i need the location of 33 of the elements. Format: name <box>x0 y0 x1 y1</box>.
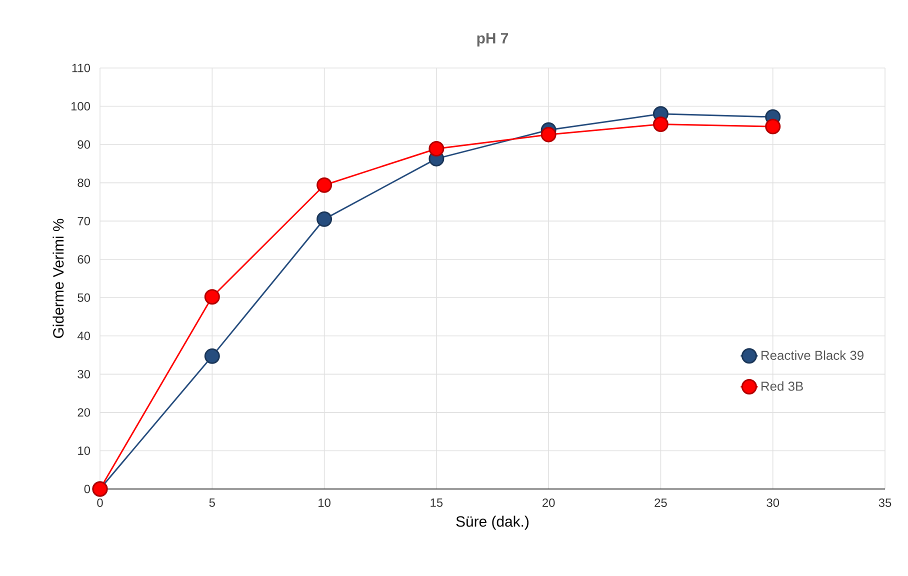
x-tick-label: 30 <box>766 498 780 507</box>
y-tick-label: 10 <box>78 446 90 455</box>
x-tick-label: 20 <box>542 498 555 507</box>
y-tick-label: 100 <box>71 102 90 110</box>
point <box>204 348 220 364</box>
y-tick-label: 30 <box>78 370 90 378</box>
point <box>316 177 332 193</box>
point <box>540 126 556 142</box>
y-tick-label: 50 <box>78 293 90 302</box>
point <box>204 289 220 305</box>
y-tick-label: 90 <box>78 140 90 149</box>
y-tick-label: 60 <box>78 255 90 264</box>
x-tick-label: 25 <box>654 498 667 507</box>
x-tick-label: 0 <box>97 498 103 507</box>
x-tick-label: 5 <box>209 498 215 507</box>
x-tick-label: 15 <box>430 498 443 507</box>
x-axis-title: Süre (dak.) <box>456 516 529 530</box>
y-tick-label: 80 <box>78 178 90 188</box>
y-axis-title: Giderme Verimi % <box>52 218 64 338</box>
point <box>428 140 444 156</box>
y-tick-label: 20 <box>78 408 90 417</box>
point <box>652 116 668 132</box>
legend-label: Red 3B <box>762 381 803 391</box>
y-tick-label: 70 <box>78 216 90 226</box>
chart-title: pH 7 <box>477 33 508 46</box>
legend-label: Reactive Black 39 <box>762 350 864 360</box>
y-tick-label: 110 <box>72 64 90 72</box>
x-tick-label: 10 <box>318 498 330 507</box>
point <box>316 211 332 227</box>
x-tick-label: 35 <box>878 498 892 507</box>
point <box>765 118 781 134</box>
y-tick-label: 0 <box>84 484 90 494</box>
y-tick-label: 40 <box>77 332 90 340</box>
